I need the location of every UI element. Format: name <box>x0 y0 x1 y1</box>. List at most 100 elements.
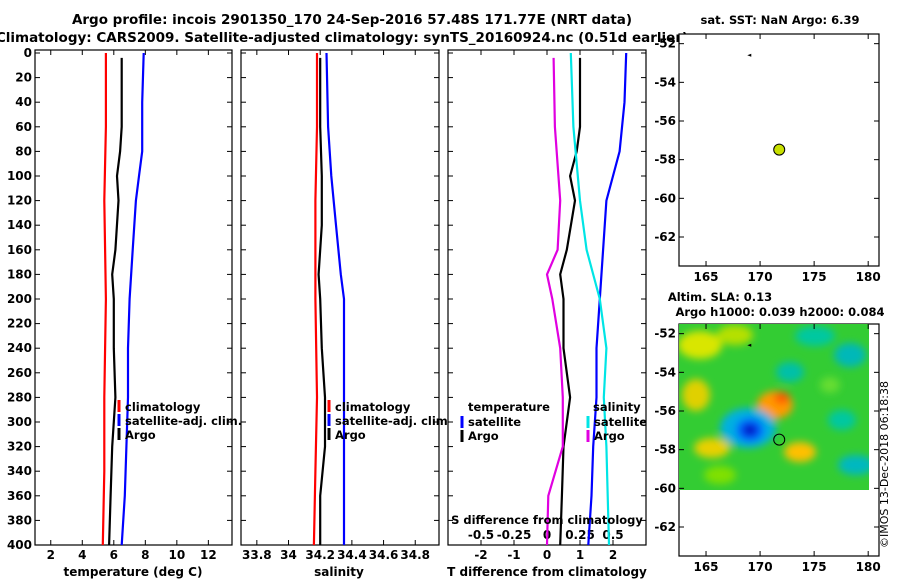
y-tick-label: 240 <box>7 341 32 355</box>
map-y-tick-label: -58 <box>654 443 676 457</box>
track-marker <box>747 343 752 347</box>
sla-blob <box>834 343 866 367</box>
legend-label-t-satellite: satellite <box>468 415 521 429</box>
y-tick-label: 180 <box>7 267 32 281</box>
t-difference-xlabel: T difference from climatology <box>447 565 647 579</box>
sla-map-title: Altim. SLA: 0.13 <box>668 290 772 304</box>
sla-blob <box>838 455 869 475</box>
sla-map-points <box>747 343 786 446</box>
x2-tick-label: 0.5 <box>602 528 623 542</box>
legend-label-t-argo: Argo <box>468 429 499 443</box>
imos-watermark: ©IMOS 13-Dec-2018 06:18:38 <box>878 381 891 548</box>
map-x-tick-label: 180 <box>856 270 881 284</box>
difference-x-axis: -2 -1 0 1 2-0.5 -0.25 0 0.25 0.5 <box>468 50 624 562</box>
x-tick-label: 2 <box>609 548 617 562</box>
series-line-s-argo <box>545 57 564 546</box>
sst-map-title: sat. SST: NaN Argo: 6.39 <box>700 13 859 27</box>
sla-blob <box>743 424 757 436</box>
x2-tick-label: 0.25 <box>565 528 595 542</box>
difference-series <box>545 52 628 546</box>
difference-panel: -2 -1 0 1 2-0.5 -0.25 0 0.25 0.5 T difference fr… <box>447 49 647 579</box>
temperature-legend: climatology satellite-adj. clim. Argo <box>117 400 242 442</box>
figure-title-line1: Argo profile: incois 2901350_170 24-Sep-… <box>72 12 632 28</box>
salinity-axes-frame <box>240 49 440 546</box>
salinity-x-axis: 33.8 34 34.2 34.4 34.6 34.8 <box>242 50 430 562</box>
track-marker <box>747 53 752 57</box>
salinity-depth-ticks <box>241 52 439 546</box>
sla-map-title2: Argo h1000: 0.039 h2000: 0.084 <box>675 305 884 319</box>
x-tick-label: 6 <box>110 548 118 562</box>
x-tick-label: 34 <box>280 548 297 562</box>
map-x-tick-label: 170 <box>748 560 773 574</box>
legend-label-climatology: climatology <box>335 400 411 414</box>
x-tick-label: 34.8 <box>400 548 430 562</box>
salinity-series <box>312 52 346 546</box>
difference-legend: temperature satellite Argo salinity sate… <box>460 400 647 443</box>
legend-label-climatology: climatology <box>125 400 201 414</box>
y-tick-label: 140 <box>7 218 32 232</box>
y-tick-label: 0 <box>24 46 32 60</box>
map-x-tick-label: 180 <box>856 560 881 574</box>
difference-depth-ticks <box>448 52 646 546</box>
map-x-tick-label: 175 <box>802 560 827 574</box>
series-line-climatology <box>101 53 108 546</box>
salinity-xlabel: salinity <box>314 565 364 579</box>
map-y-tick-label: -60 <box>654 191 676 205</box>
temperature-axes-frame <box>34 49 233 546</box>
sla-blob <box>784 442 816 462</box>
sla-blob <box>820 377 840 393</box>
sla-map-panel: Altim. SLA: 0.13 Argo h1000: 0.039 h2000… <box>654 290 884 574</box>
temperature-x-axis: 2 4 6 8 10 12 <box>47 50 217 562</box>
x-tick-label: 0 <box>543 548 551 562</box>
map-y-tick-label: -58 <box>654 153 676 167</box>
figure-title-line2: Climatology: CARS2009. Satellite-adjuste… <box>0 30 688 46</box>
x-tick-label: 2 <box>47 548 55 562</box>
map-y-tick-label: -56 <box>654 114 676 128</box>
x-tick-label: 34.6 <box>369 548 399 562</box>
legend-label-s-argo: Argo <box>594 429 625 443</box>
y-tick-label: 380 <box>7 513 32 527</box>
x-tick-label: 34.4 <box>337 548 367 562</box>
legend-label-satellite-adj: satellite-adj. clim. <box>125 414 242 428</box>
sla-blob <box>679 331 722 359</box>
temperature-panel: 0 20 40 60 80 100 120 140 160 180 200 220 240 260 280 3… <box>7 46 242 579</box>
series-line-satellite-adj-clim- <box>120 52 145 546</box>
argo-position-marker <box>773 143 786 156</box>
y-tick-label: 320 <box>7 440 32 454</box>
y-tick-label: 220 <box>7 317 32 331</box>
y-tick-label: 100 <box>7 169 32 183</box>
sst-map-points <box>747 53 786 156</box>
map-y-tick-label: -62 <box>654 520 676 534</box>
legend-label-satellite-adj: satellite-adj. clim. <box>335 414 452 428</box>
x2-tick-label: -0.5 <box>468 528 494 542</box>
y-tick-label: 160 <box>7 243 32 257</box>
y-tick-label: 260 <box>7 366 32 380</box>
x2-tick-label: -0.25 <box>497 528 532 542</box>
map-x-tick-label: 170 <box>748 270 773 284</box>
x-tick-label: 12 <box>200 548 217 562</box>
x-tick-label: 34.2 <box>305 548 335 562</box>
temperature-xlabel: temperature (deg C) <box>64 565 203 579</box>
sla-blob <box>795 326 835 346</box>
depth-axis: 0 20 40 60 80 100 120 140 160 180 200 220 240 260 280 3… <box>7 46 232 552</box>
map-x-tick-label: 165 <box>693 270 718 284</box>
y-tick-label: 300 <box>7 415 32 429</box>
map-y-tick-label: -54 <box>654 75 676 89</box>
legend-label-argo: Argo <box>125 428 156 442</box>
y-tick-label: 200 <box>7 292 32 306</box>
x-tick-label: 10 <box>168 548 185 562</box>
series-line-t-satellite <box>587 52 628 546</box>
temperature-series <box>101 52 145 546</box>
s-difference-xlabel: S difference from climatology <box>451 513 643 527</box>
x-tick-label: 33.8 <box>242 548 272 562</box>
y-tick-label: 360 <box>7 489 32 503</box>
series-line-satellite-adj-clim- <box>325 52 346 545</box>
sla-blob <box>774 392 790 404</box>
sla-map-axes: 165 170 175 180 -52 -54 -56 -58 -60 -62 <box>654 324 881 574</box>
sst-map-axes: 165 170 175 180 -52 -54 -56 -58 -60 -62 <box>654 34 881 284</box>
sla-blob <box>682 379 710 411</box>
map-y-tick-label: -52 <box>654 37 676 51</box>
map-y-tick-label: -60 <box>654 481 676 495</box>
map-y-tick-label: -52 <box>654 327 676 341</box>
